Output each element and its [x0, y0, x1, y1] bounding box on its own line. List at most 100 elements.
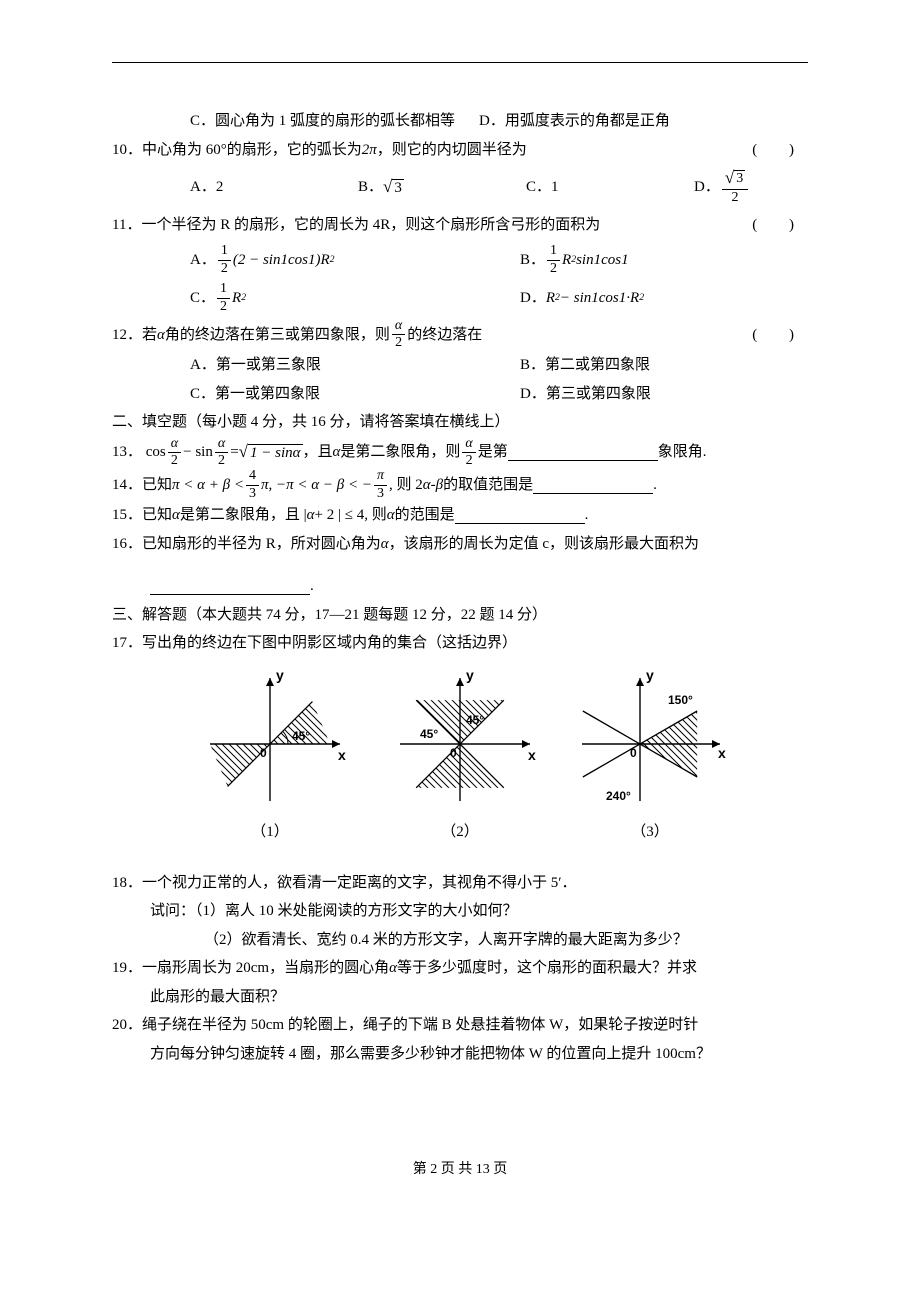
q9-opt-d: D．用弧度表示的角都是正角 [479, 107, 670, 136]
svg-text:240°: 240° [606, 789, 631, 803]
q14-f2: π3 [374, 469, 387, 501]
q13-f3: α2 [462, 437, 475, 469]
q13-f2: α2 [215, 437, 228, 469]
answer-paren: ( ) [752, 136, 808, 165]
svg-text:45°: 45° [292, 729, 310, 743]
svg-text:0: 0 [450, 746, 457, 760]
q11-c-r: R [232, 284, 241, 313]
q12-pre: 12．若 [112, 321, 157, 350]
q12-post: 的终边落在 [407, 321, 482, 350]
q11-c-label: C． [190, 284, 215, 313]
q9-options-cd: C．圆心角为 1 弧度的扇形的弧长都相等 D．用弧度表示的角都是正角 [112, 107, 808, 136]
q19-l2: 此扇形的最大面积？ [112, 983, 808, 1012]
q13-m4: 是第 [478, 438, 508, 467]
q11-b-label: B． [520, 246, 545, 275]
q12-d: D．第三或第四象限 [520, 380, 651, 409]
q15: 15．已知 α 是第二象限角，且 | α + 2 | ≤ 4, 则 α 的范围是… [112, 501, 808, 530]
footer-pre: 第 [413, 1162, 431, 1177]
q12-b: B．第二或第四象限 [520, 351, 650, 380]
q13-blank [508, 444, 658, 462]
q13-eq: = [230, 438, 238, 467]
q10-stem: 10．中心角为 60°的扇形，它的弧长为 2π ，则它的内切圆半径为 ( ) [112, 136, 808, 165]
q10-opt-d-frac: √3 2 [722, 170, 748, 205]
q11-d-mid: − sin1cos1·R [560, 284, 639, 313]
q20-l2: 方向每分钟匀速旋转 4 圈，那么需要多少秒钟才能把物体 W 的位置向上提升 10… [112, 1040, 808, 1069]
q18-l2: 试问：（1）离人 10 米处能阅读的方形文字的大小如何？ [112, 897, 808, 926]
fig1-label: （1） [251, 820, 289, 841]
q10-2pi: 2π [362, 136, 377, 165]
q12-frac: α2 [392, 319, 405, 351]
q16-l2: . [112, 572, 808, 601]
q15-m1: 是第二象限角，且 | [180, 501, 307, 530]
q14-s1a: π < α + β < [172, 471, 244, 500]
q17-fig2: 0xy45°45° [380, 666, 540, 816]
q10-opt-a: A．2 [190, 173, 223, 202]
q19-post: 等于多少弧度时，这个扇形的面积最大？并求 [397, 954, 697, 983]
q20-l1: 20．绳子绕在半径为 50cm 的轮圈上，绳子的下端 B 处悬挂着物体 W，如果… [112, 1011, 808, 1040]
svg-text:0: 0 [260, 746, 267, 760]
q12-c: C．第一或第四象限 [190, 380, 320, 409]
q11-c-frac: 12 [217, 282, 230, 314]
footer-mid: 页 共 [437, 1162, 476, 1177]
q15-blank [455, 507, 585, 525]
q10-opt-d-label: D． [694, 173, 720, 202]
svg-text:y: y [466, 667, 474, 683]
fig2-label: （2） [441, 820, 479, 841]
q11-opts-row2: C． 12 R2 D． R2 − sin1cos1·R2 [112, 276, 808, 318]
q10-opt-b-label: B． [358, 173, 383, 202]
q19-pre: 19．一扇形周长为 20cm，当扇形的圆心角 [112, 954, 389, 983]
q16-l1: 16．已知扇形的半径为 R，所对圆心角为 α ，该扇形的周长为定值 c，则该扇形… [112, 530, 808, 559]
q16-dot: . [310, 572, 314, 601]
q18-l1: 18．一个视力正常的人，欲看清一定距离的文字，其视角不得小于 5′． [112, 869, 808, 898]
q11-stem: 11．一个半径为 R 的扇形，它的周长为 4R，则这个扇形所含弓形的面积为 ( … [112, 211, 808, 240]
section-3-title: 三、解答题（本大题共 74 分，17—21 题每题 12 分，22 题 14 分… [112, 601, 808, 630]
fig3-label: （3） [631, 820, 669, 841]
q14-beta: β [436, 471, 443, 500]
q19-l1: 19．一扇形周长为 20cm，当扇形的圆心角 α 等于多少弧度时，这个扇形的面积… [112, 954, 808, 983]
q15-a2: α [307, 501, 315, 530]
q17-figures: 0xy45° （1） 0xy45°45° （2） 0xy150°240° （3） [112, 666, 808, 841]
q13-sqrt: √1 − sinα [239, 444, 303, 462]
q10-opt-c: C．1 [526, 173, 559, 202]
q17-stem: 17．写出角的终边在下图中阴影区域内角的集合（这括边界） [112, 629, 808, 658]
q16-blank [150, 578, 310, 596]
q11-d-label: D． [520, 284, 546, 313]
q14-f1: 43 [246, 469, 259, 501]
q13-m3: 是第二象限角，则 [340, 438, 460, 467]
svg-text:45°: 45° [466, 713, 484, 727]
svg-text:x: x [528, 747, 536, 763]
q16-alpha: α [381, 530, 389, 559]
q14: 14．已知 π < α + β < 43 π, −π < α − β < − π… [112, 469, 808, 501]
q10-text-mid: ，则它的内切圆半径为 [377, 136, 527, 165]
q12-a: A．第一或第三象限 [190, 351, 321, 380]
q13-f1: α2 [168, 437, 181, 469]
q12-opts-row1: A．第一或第三象限 B．第二或第四象限 [112, 351, 808, 380]
answer-paren: ( ) [752, 321, 808, 350]
q13-alpha: α [333, 438, 341, 467]
q9-opt-c: C．圆心角为 1 弧度的扇形的弧长都相等 [190, 107, 455, 136]
q10-text-pre: 10．中心角为 60°的扇形，它的弧长为 [112, 136, 362, 165]
q15-post: 的范围是 [395, 501, 455, 530]
q15-a1: α [172, 501, 180, 530]
answer-paren: ( ) [752, 211, 808, 240]
q13: 13． cos α2 − sin α2 = √1 − sinα ，且 α 是第二… [112, 437, 808, 469]
q11-b-r: R [562, 246, 571, 275]
q10-opt-b-sqrt: √3 [383, 179, 404, 197]
q17-fig1: 0xy45° [190, 666, 350, 816]
q14-s1b: π, −π < α − β < − [261, 471, 372, 500]
q15-a3: α [387, 501, 395, 530]
q17-fig3: 0xy150°240° [570, 666, 730, 816]
q10-options: A．2 B． √3 C．1 D． √3 2 [112, 164, 808, 211]
q19-alpha: α [389, 954, 397, 983]
q18-l3: （2）欲看清长、宽约 0.4 米的方形文字，人离开字牌的最大距离为多少？ [112, 926, 808, 955]
q11-text: 11．一个半径为 R 的扇形，它的周长为 4R，则这个扇形所含弓形的面积为 [112, 211, 600, 240]
q12-alpha: α [157, 321, 165, 350]
svg-text:y: y [646, 667, 654, 683]
footer-post: 页 [490, 1162, 508, 1177]
q11-b-frac: 12 [547, 244, 560, 276]
q15-m2: + 2 | ≤ 4, 则 [315, 501, 387, 530]
section-2-title: 二、填空题（每小题 4 分，共 16 分，请将答案填在横线上） [112, 408, 808, 437]
q14-s2: , 则 2 [389, 471, 423, 500]
q14-pre: 14．已知 [112, 471, 172, 500]
svg-text:0: 0 [630, 746, 637, 760]
